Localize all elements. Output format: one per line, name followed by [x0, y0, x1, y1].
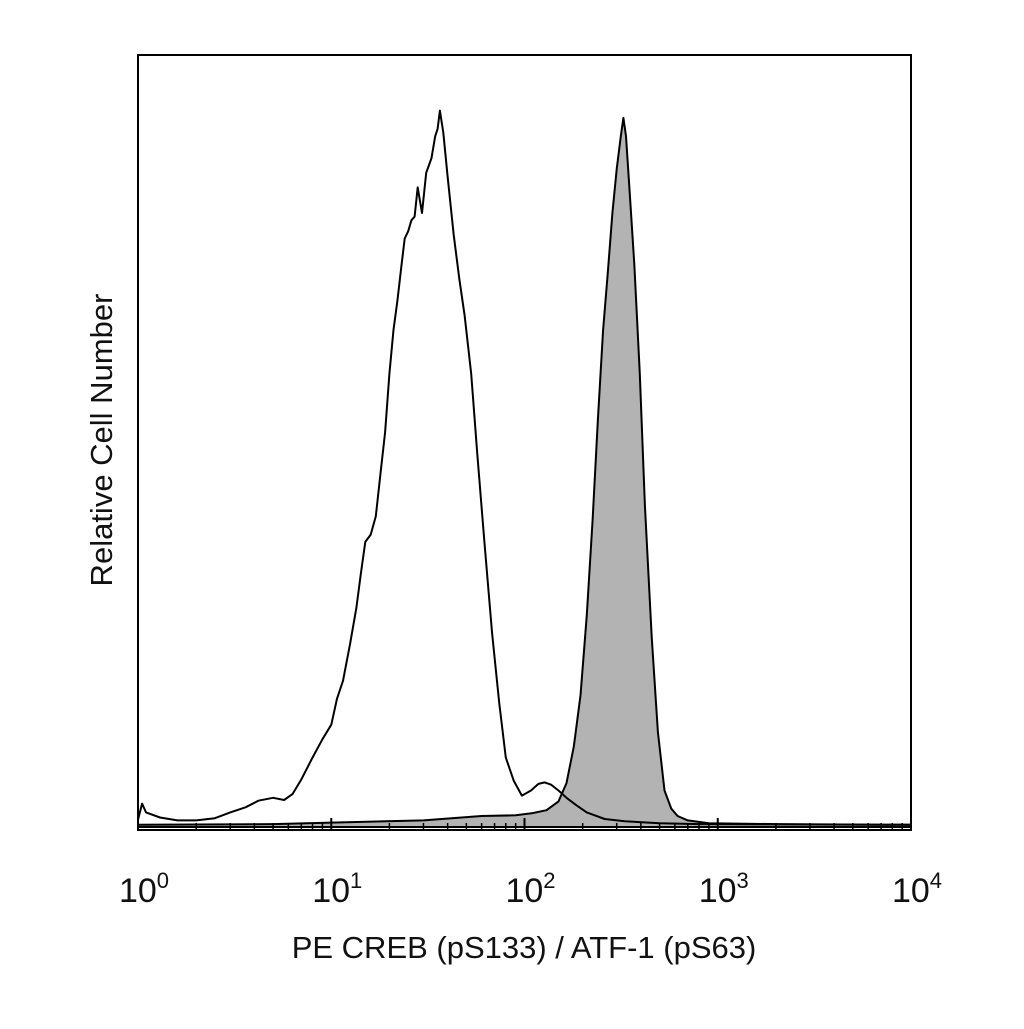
x-axis-label: PE CREB (pS133) / ATF-1 (pS63) [292, 930, 757, 965]
x-tick-label: 100 [119, 868, 169, 910]
plot-frame [137, 54, 912, 831]
series-layer [137, 109, 912, 828]
y-axis-label: Relative Cell Number [84, 294, 119, 587]
x-tick-label: 101 [312, 868, 362, 910]
x-tick-label: 102 [505, 868, 555, 910]
histogram-filled-series [137, 116, 912, 828]
x-axis-ticks: 100 101 102 103 104 [119, 818, 942, 910]
x-tick-label: 104 [892, 868, 942, 910]
x-tick-label: 103 [699, 868, 749, 910]
histogram-open-series [137, 109, 912, 826]
